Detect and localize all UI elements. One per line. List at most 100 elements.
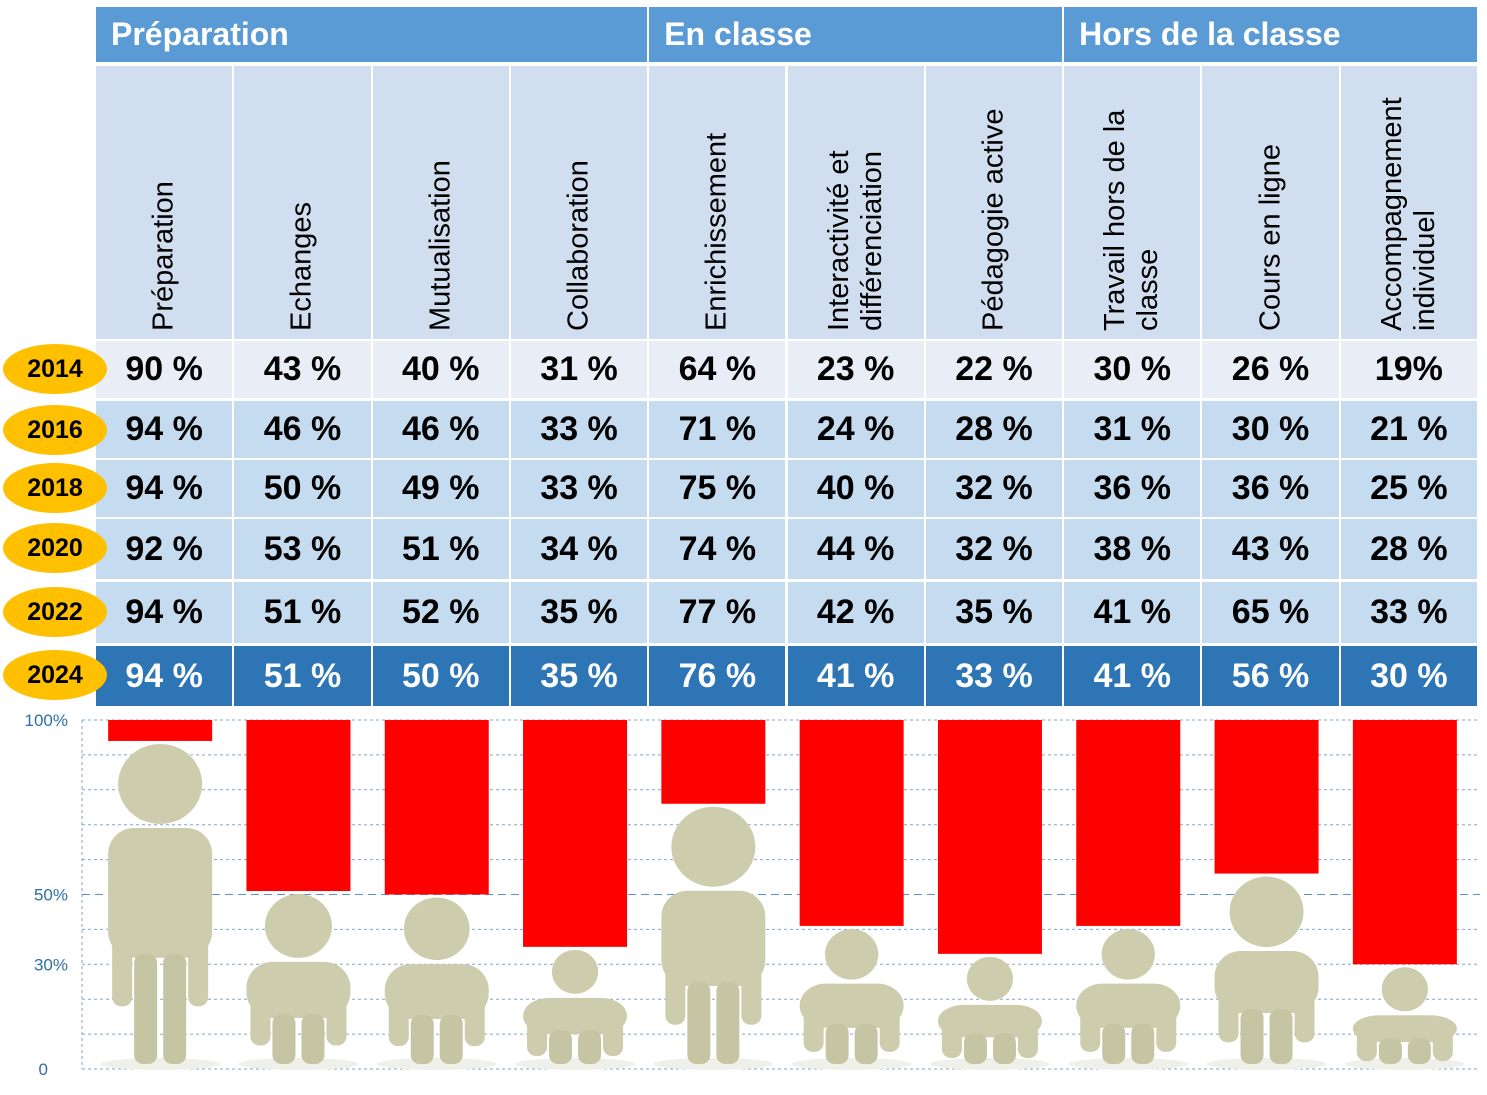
table-cell: 74 % xyxy=(649,519,788,579)
table-cell: 30 % xyxy=(1340,646,1479,706)
year-badge: 2014 xyxy=(3,344,107,394)
table-cell: 94 % xyxy=(96,460,235,517)
table-cell: 21 % xyxy=(1340,401,1479,458)
table-cell: 43 % xyxy=(234,341,373,398)
table-row: 94 % 51 % 52 % 35 % 77 % 42 % 35 % 41 % 65 % 33 % xyxy=(96,582,1479,643)
table-cell: 26 % xyxy=(1202,341,1341,398)
group-header: Hors de la classe xyxy=(1064,7,1479,62)
bar xyxy=(1076,720,1181,926)
column-header-label: Pédagogie active xyxy=(977,108,1010,332)
table-cell: 28 % xyxy=(925,401,1065,458)
table-row: 94 % 50 % 49 % 33 % 75 % 40 % 32 % 36 % 36 % 25 % xyxy=(96,460,1479,517)
bar xyxy=(523,720,628,947)
table-row: 94 % 51 % 50 % 35 % 76 % 41 % 33 % 41 % 56 % 30 % xyxy=(96,646,1479,706)
table-cell: 35 % xyxy=(510,646,650,706)
table-cell: 49 % xyxy=(372,460,511,517)
table-cell: 42 % xyxy=(787,582,926,643)
table-cell: 35 % xyxy=(510,582,650,643)
table-cell: 43 % xyxy=(1202,519,1341,579)
column-header: Enrichissement xyxy=(649,66,788,339)
table-cell: 41 % xyxy=(787,646,926,706)
figure-layer xyxy=(100,743,1465,1070)
table-cell: 46 % xyxy=(372,401,511,458)
table-cell: 31 % xyxy=(510,341,650,398)
column-header-label: Collaboration xyxy=(562,160,595,331)
table-cell: 22 % xyxy=(925,341,1065,398)
table-cell: 64 % xyxy=(649,341,788,398)
person-figure-icon xyxy=(791,928,912,1070)
column-header-label: différenciation xyxy=(855,150,888,331)
bar-layer xyxy=(108,720,1457,965)
table-row: 92 % 53 % 51 % 34 % 74 % 44 % 32 % 38 % 43 % 28 % xyxy=(96,519,1479,579)
person-figure-icon xyxy=(100,743,221,1070)
column-header-label: Accompagnement xyxy=(1375,97,1408,331)
table-cell: 31 % xyxy=(1064,401,1203,458)
column-header-label: Cours en ligne xyxy=(1254,144,1287,331)
year-badge: 2022 xyxy=(3,587,107,637)
bar-chart: 100% 50% 30% 0 xyxy=(25,711,1480,1079)
table-cell: 56 % xyxy=(1202,646,1341,706)
y-tick-label: 0 xyxy=(39,1060,48,1079)
table-cell: 40 % xyxy=(372,341,511,398)
table-cell: 90 % xyxy=(96,341,235,398)
column-header-label: individuel xyxy=(1408,210,1441,331)
column-header: Interactivité et différenciation xyxy=(787,66,926,339)
bar xyxy=(384,720,489,895)
column-header: Travail hors de la classe xyxy=(1064,66,1203,339)
column-header-label: classe xyxy=(1132,248,1165,331)
person-figure-icon xyxy=(1068,928,1189,1070)
year-badge: 2016 xyxy=(3,405,107,455)
table-cell: 19% xyxy=(1340,341,1479,398)
table-cell: 52 % xyxy=(372,582,511,643)
table-cell: 50 % xyxy=(234,460,373,517)
person-figure-icon xyxy=(515,949,636,1070)
table-cell: 41 % xyxy=(1064,582,1203,643)
column-header: Accompagnement individuel xyxy=(1340,66,1479,339)
table-cell: 75 % xyxy=(649,460,788,517)
y-tick-label: 100% xyxy=(25,711,68,730)
table-cell: 33 % xyxy=(1340,582,1479,643)
group-header: En classe xyxy=(649,7,1065,62)
table-cell: 77 % xyxy=(649,582,788,643)
table-cell: 38 % xyxy=(1064,519,1203,579)
table-cell: 40 % xyxy=(787,460,926,517)
y-axis-ticks: 100% 50% 30% 0 xyxy=(25,711,68,1079)
year-badge: 2024 xyxy=(3,650,107,700)
bar xyxy=(246,720,351,892)
column-header-label: Enrichissement xyxy=(700,132,733,331)
table-cell: 76 % xyxy=(649,646,788,706)
group-header-row: Préparation En classe Hors de la classe xyxy=(96,7,1479,62)
bar xyxy=(1214,720,1319,874)
bar xyxy=(937,720,1042,954)
table-cell: 92 % xyxy=(96,519,235,579)
table-cell: 94 % xyxy=(96,582,235,643)
table-cell: 33 % xyxy=(925,646,1065,706)
column-header-row: Préparation Echanges Mutualisation Collabor… xyxy=(96,66,1479,339)
table-cell: 36 % xyxy=(1202,460,1341,517)
column-header: Mutualisation xyxy=(372,66,511,339)
year-badge: 2018 xyxy=(3,463,107,513)
column-header-label: Mutualisation xyxy=(424,160,457,331)
table-cell: 28 % xyxy=(1340,519,1479,579)
table-cell: 35 % xyxy=(925,582,1065,643)
person-figure-icon xyxy=(653,806,774,1070)
table-cell: 94 % xyxy=(96,401,235,458)
table-cell: 51 % xyxy=(372,519,511,579)
bar xyxy=(1352,720,1457,965)
table-cell: 36 % xyxy=(1064,460,1203,517)
person-figure-icon xyxy=(929,956,1050,1070)
table-cell: 24 % xyxy=(787,401,926,458)
bar xyxy=(661,720,766,804)
group-header: Préparation xyxy=(96,7,650,62)
table-cell: 23 % xyxy=(787,341,926,398)
column-header-label: Interactivité et xyxy=(822,150,855,331)
table-cell: 30 % xyxy=(1064,341,1203,398)
table-cell: 94 % xyxy=(96,646,235,706)
table-cell: 33 % xyxy=(510,460,650,517)
column-header-label: Travail hors de la xyxy=(1099,109,1132,331)
person-figure-icon xyxy=(1344,967,1465,1070)
y-tick-label: 50% xyxy=(34,886,68,905)
column-header: Collaboration xyxy=(510,66,650,339)
table-cell: 65 % xyxy=(1202,582,1341,643)
column-header-label: Echanges xyxy=(285,202,318,331)
